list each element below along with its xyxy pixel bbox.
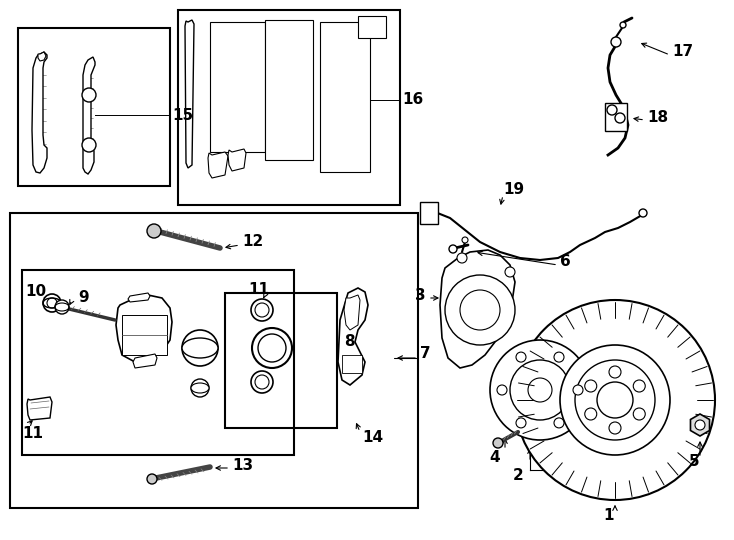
Polygon shape <box>128 293 150 302</box>
Polygon shape <box>185 20 194 168</box>
Polygon shape <box>27 397 52 420</box>
Text: 5: 5 <box>688 455 700 469</box>
Circle shape <box>505 267 515 277</box>
Circle shape <box>516 352 526 362</box>
Circle shape <box>615 113 625 123</box>
Bar <box>420 202 438 224</box>
Polygon shape <box>338 288 368 385</box>
Bar <box>122 315 167 355</box>
Circle shape <box>585 408 597 420</box>
Polygon shape <box>691 414 710 436</box>
Circle shape <box>255 375 269 389</box>
Circle shape <box>47 298 57 308</box>
Bar <box>22 270 294 455</box>
Text: 7: 7 <box>420 347 431 361</box>
Circle shape <box>510 360 570 420</box>
Bar <box>605 103 627 131</box>
Text: 17: 17 <box>672 44 693 59</box>
Circle shape <box>457 253 467 263</box>
Circle shape <box>560 345 670 455</box>
Text: 12: 12 <box>242 233 264 248</box>
Circle shape <box>554 352 564 362</box>
Polygon shape <box>228 149 246 171</box>
Text: 2: 2 <box>512 469 523 483</box>
Text: 18: 18 <box>647 110 668 125</box>
Circle shape <box>445 275 515 345</box>
Polygon shape <box>32 52 47 173</box>
Polygon shape <box>133 354 157 368</box>
Circle shape <box>515 300 715 500</box>
Circle shape <box>147 474 157 484</box>
Circle shape <box>528 378 552 402</box>
Circle shape <box>554 418 564 428</box>
Circle shape <box>633 380 645 392</box>
Polygon shape <box>208 152 228 178</box>
Circle shape <box>252 328 292 368</box>
Polygon shape <box>38 52 46 61</box>
Polygon shape <box>344 295 360 330</box>
Circle shape <box>258 334 286 362</box>
Text: 6: 6 <box>560 254 571 269</box>
Circle shape <box>55 300 69 314</box>
Circle shape <box>460 290 500 330</box>
Text: 4: 4 <box>490 450 501 465</box>
Bar <box>265 20 313 160</box>
Text: 1: 1 <box>604 508 614 523</box>
Circle shape <box>633 408 645 420</box>
Text: 16: 16 <box>402 92 424 107</box>
Circle shape <box>597 382 633 418</box>
Circle shape <box>462 237 468 243</box>
Polygon shape <box>83 57 95 174</box>
Circle shape <box>43 294 61 312</box>
Bar <box>358 16 386 38</box>
Circle shape <box>609 366 621 378</box>
Circle shape <box>449 245 457 253</box>
Bar <box>178 10 400 205</box>
Text: 8: 8 <box>344 334 355 349</box>
Bar <box>10 213 418 508</box>
Text: 13: 13 <box>232 457 253 472</box>
Circle shape <box>191 379 209 397</box>
Circle shape <box>607 105 617 115</box>
Circle shape <box>82 88 96 102</box>
Circle shape <box>573 385 583 395</box>
Circle shape <box>695 420 705 430</box>
Circle shape <box>575 360 655 440</box>
Circle shape <box>516 418 526 428</box>
Circle shape <box>609 422 621 434</box>
Circle shape <box>611 37 621 47</box>
Bar <box>342 355 362 373</box>
Circle shape <box>251 371 273 393</box>
Text: 19: 19 <box>503 183 524 198</box>
Bar <box>225 293 337 428</box>
Circle shape <box>620 22 626 28</box>
Circle shape <box>497 385 507 395</box>
Text: 11: 11 <box>248 282 269 298</box>
Circle shape <box>493 438 503 448</box>
Circle shape <box>251 299 273 321</box>
Polygon shape <box>116 295 172 362</box>
Polygon shape <box>440 250 515 368</box>
Text: 14: 14 <box>362 429 383 444</box>
Circle shape <box>639 209 647 217</box>
Text: 15: 15 <box>172 107 193 123</box>
Bar <box>210 22 265 152</box>
Circle shape <box>82 138 96 152</box>
Circle shape <box>490 340 590 440</box>
Text: 9: 9 <box>78 289 89 305</box>
Bar <box>18 28 170 186</box>
Text: 10: 10 <box>25 285 46 300</box>
Bar <box>320 22 370 172</box>
Circle shape <box>585 380 597 392</box>
Text: 11: 11 <box>22 426 43 441</box>
Circle shape <box>255 303 269 317</box>
Text: 3: 3 <box>415 287 426 302</box>
Ellipse shape <box>182 338 218 358</box>
Circle shape <box>182 330 218 366</box>
Circle shape <box>147 224 161 238</box>
Ellipse shape <box>191 383 209 393</box>
